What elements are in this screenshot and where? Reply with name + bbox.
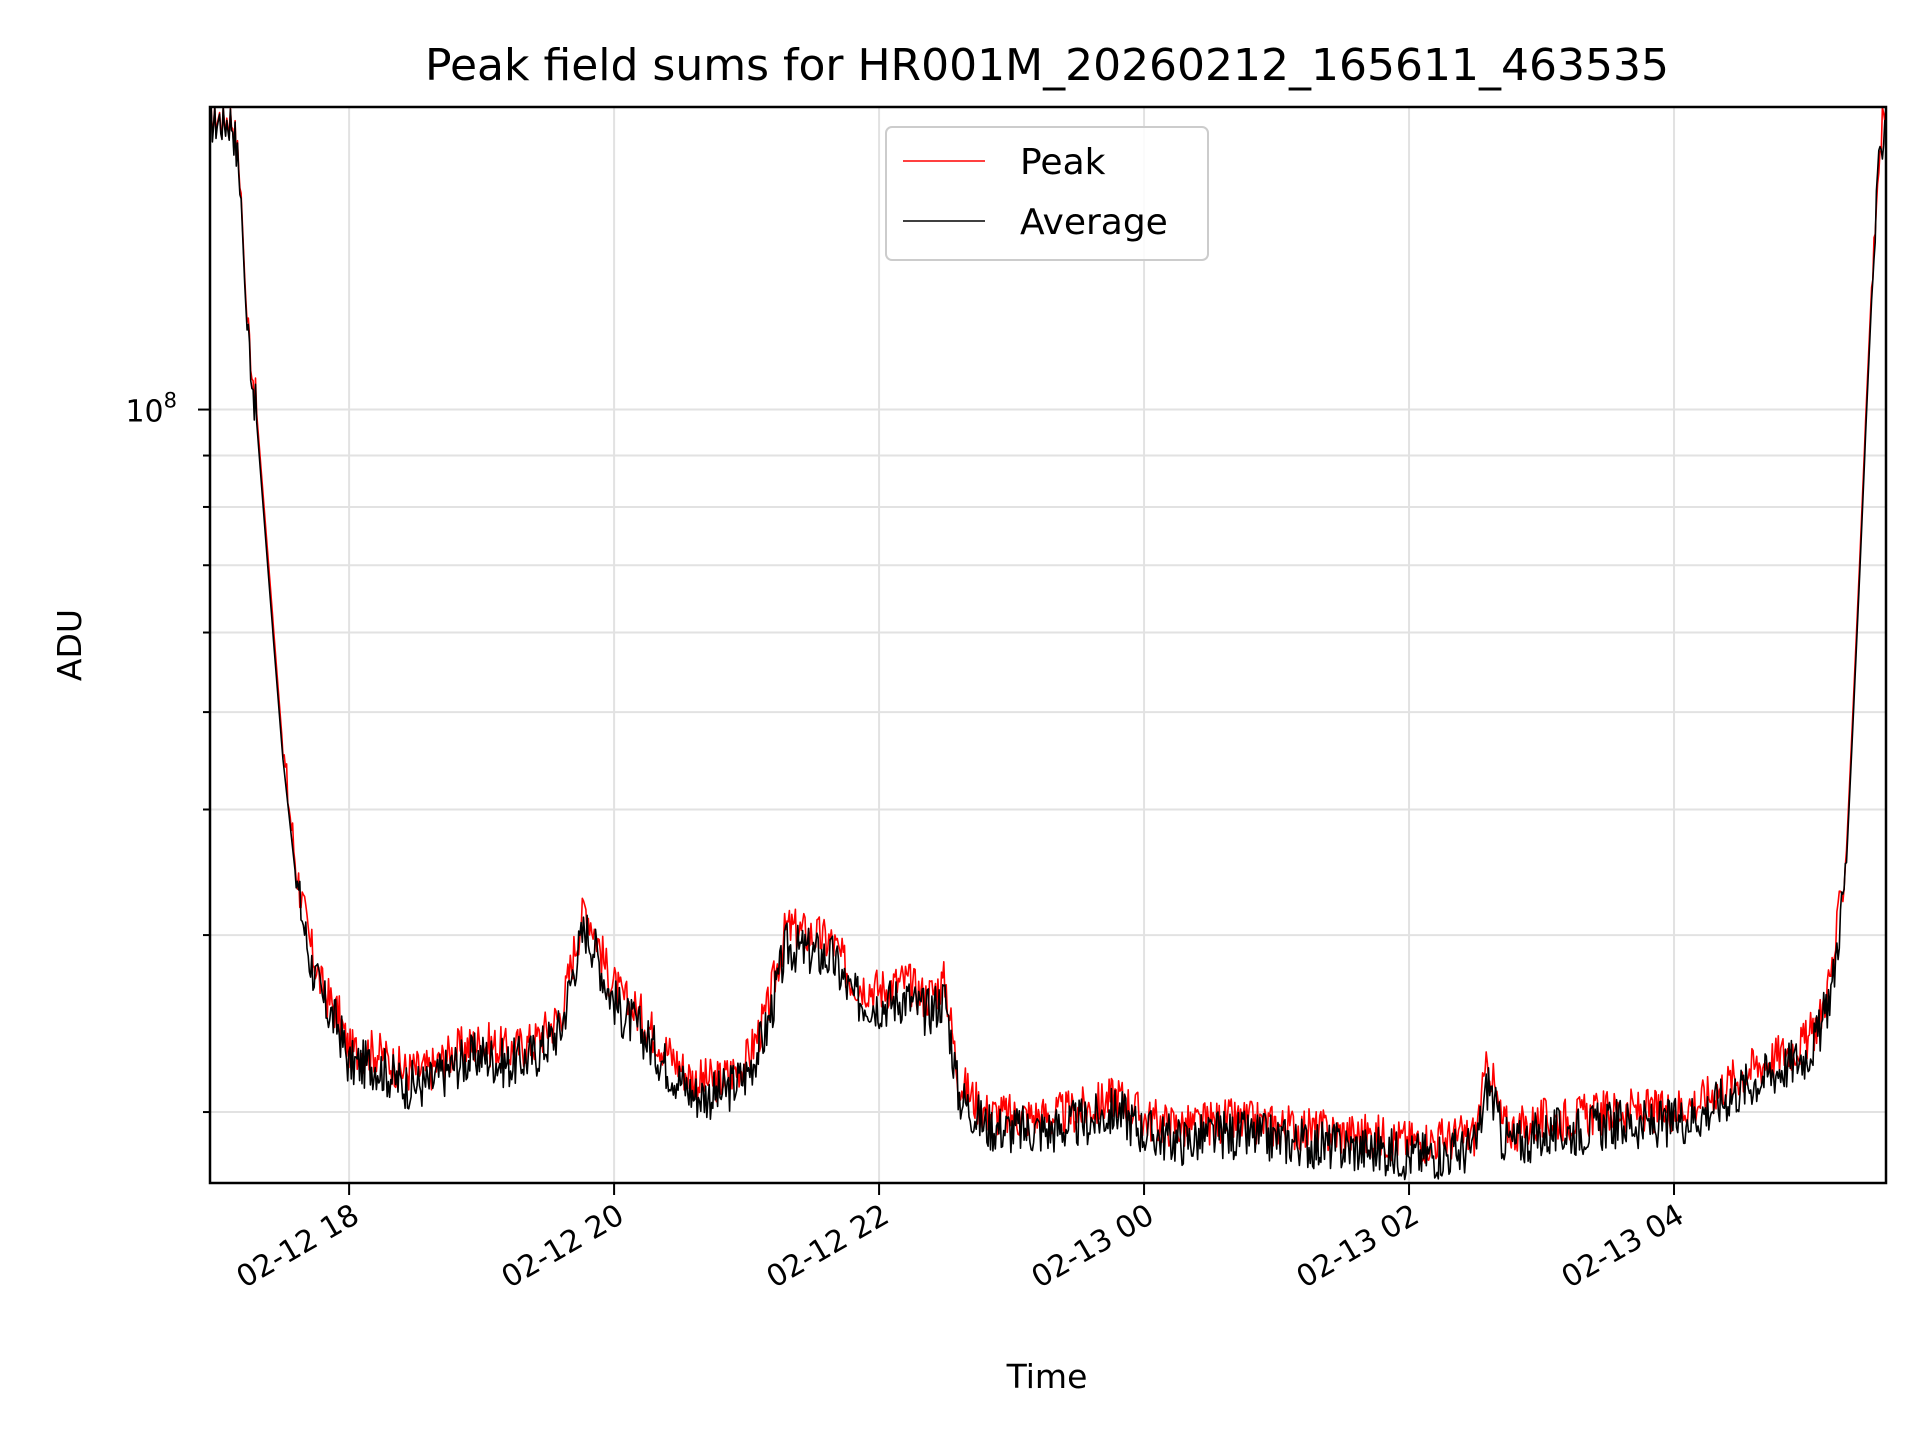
series-line-peak xyxy=(210,106,1887,1164)
legend: Peak Average xyxy=(885,126,1209,261)
chart-title: Peak field sums for HR001M_20260212_1656… xyxy=(425,40,1669,91)
legend-label-average: Average xyxy=(1020,202,1168,243)
series-layer xyxy=(210,106,1887,1181)
plot-frame xyxy=(208,105,1888,1185)
y-axis-label: ADU xyxy=(50,609,89,681)
x-axis-label: Time xyxy=(1006,1357,1088,1396)
y-tick-label: 108 xyxy=(125,389,177,430)
series-line-average xyxy=(210,106,1887,1181)
legend-label-peak: Peak xyxy=(1020,142,1106,183)
